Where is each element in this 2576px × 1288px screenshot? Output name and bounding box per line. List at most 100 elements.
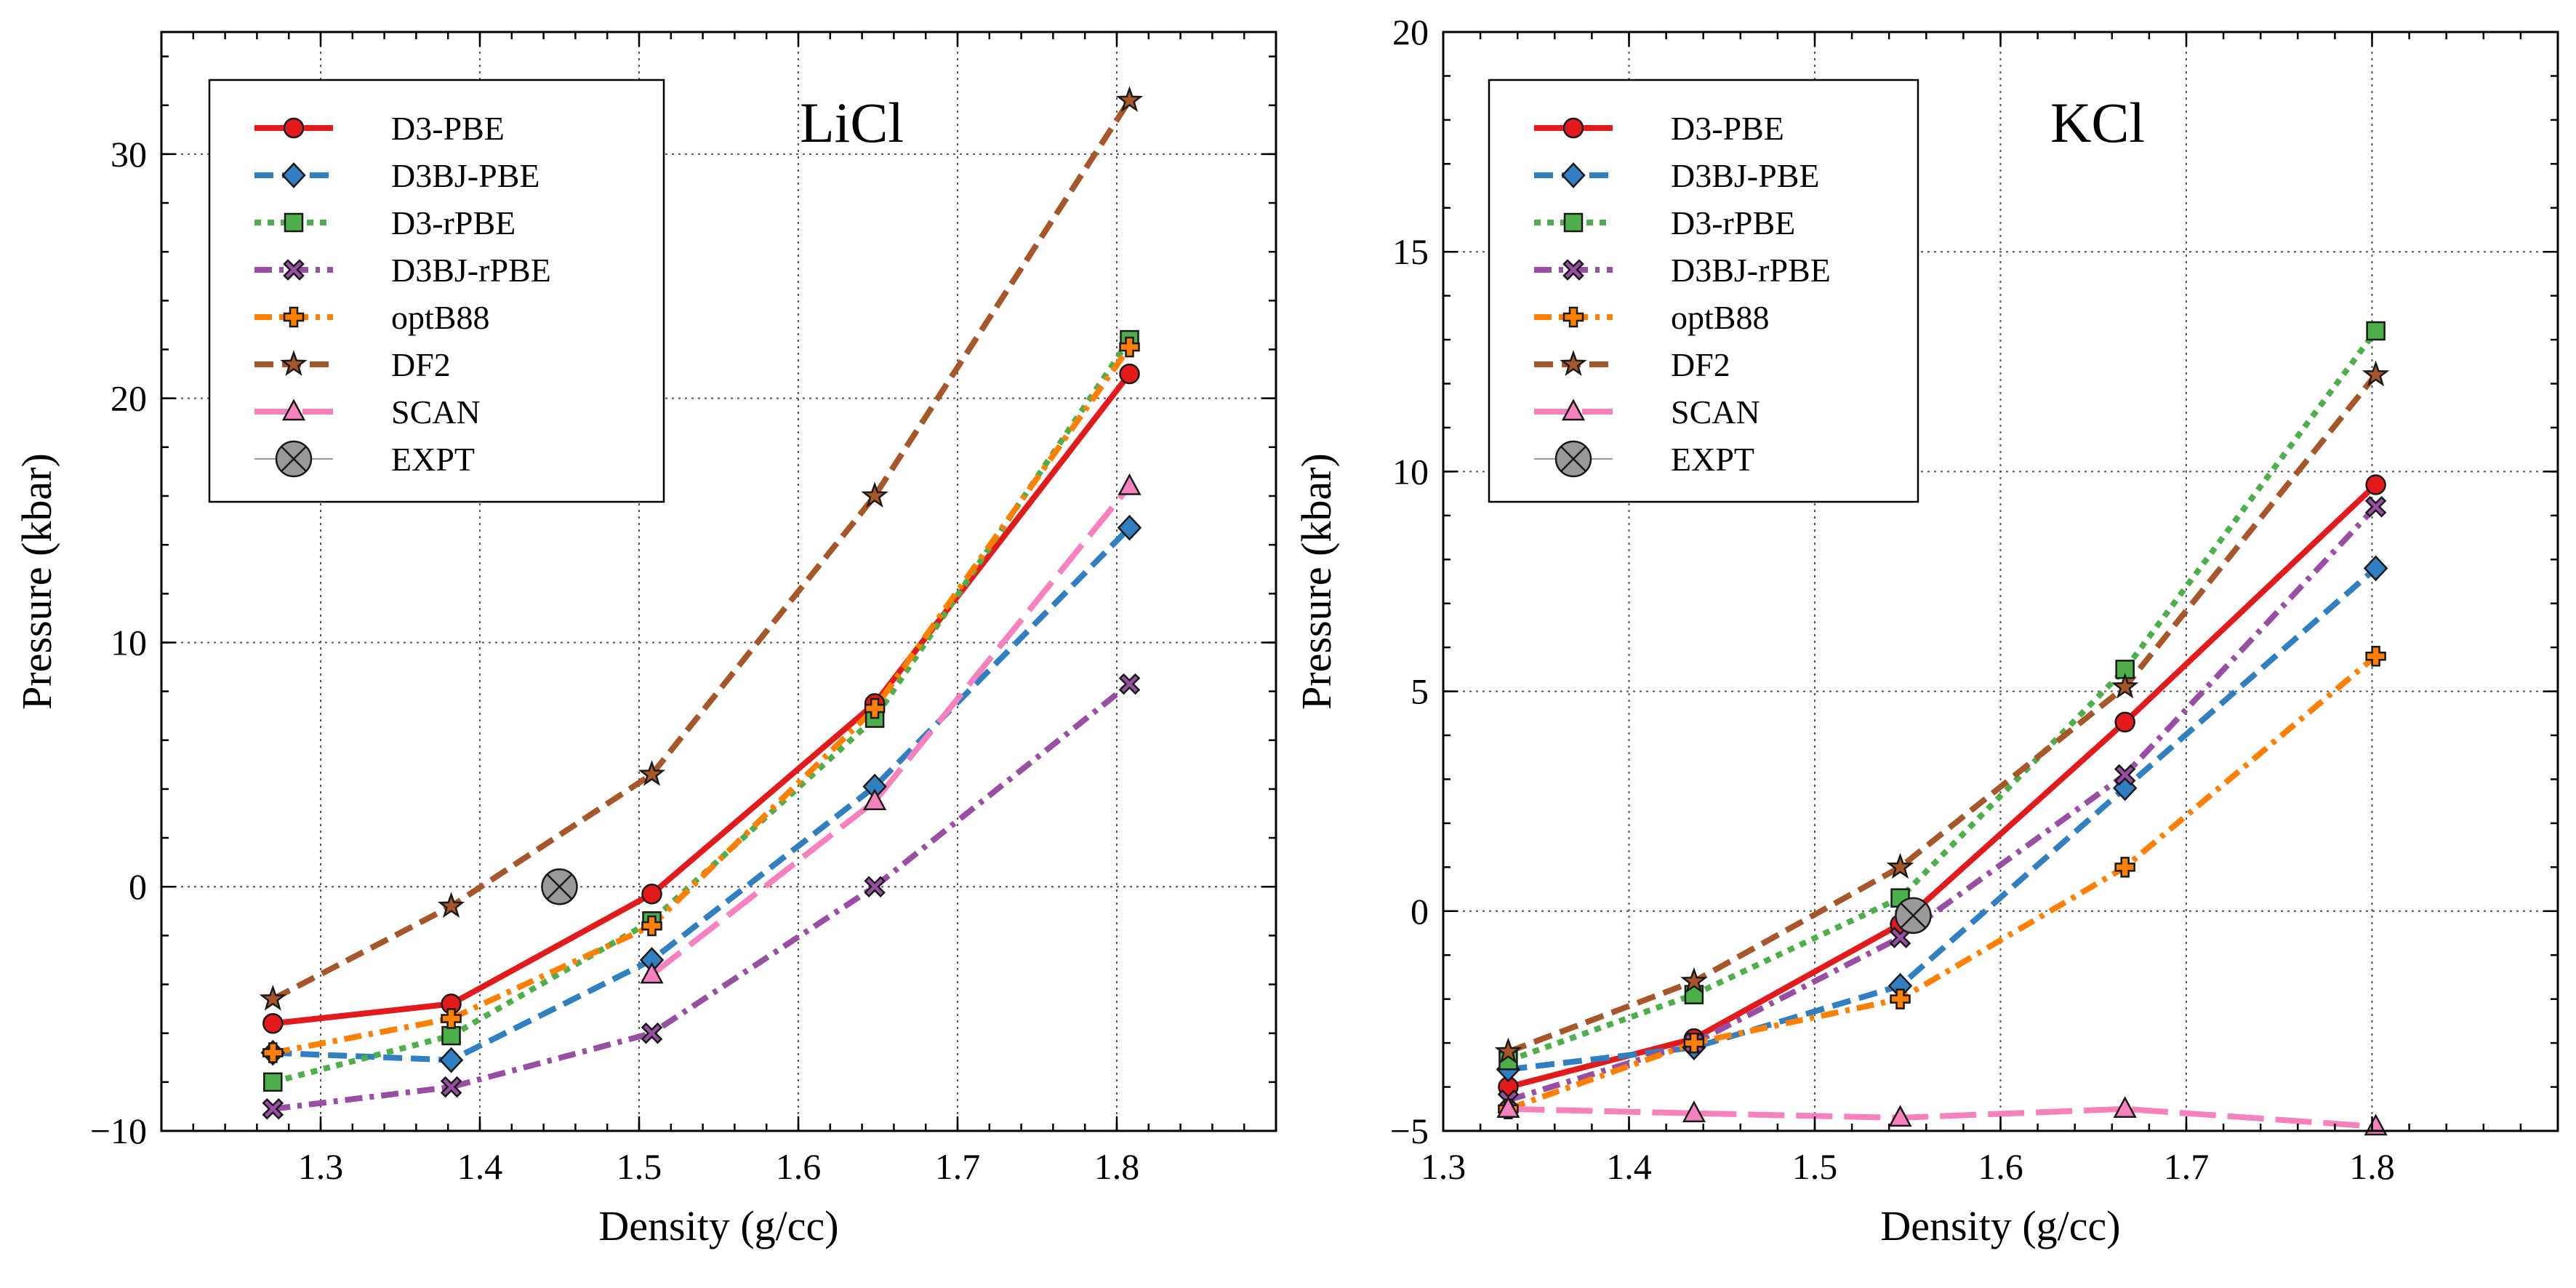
- legend-label: optB88: [391, 299, 489, 336]
- legend-label: D3BJ-rPBE: [391, 252, 551, 289]
- data-point-df2: [437, 892, 465, 918]
- data-point-d3bj-rpbe: [1889, 927, 1911, 948]
- grid: [161, 32, 1276, 1131]
- chart-panel-kcl: 1.3 1.4 1.5 1.6 1.7 1.8 −5 0 5 10 15 20 KCl Density…: [1293, 12, 2559, 1249]
- data-point-df2: [861, 481, 888, 508]
- data-point-scan: [2364, 1113, 2388, 1136]
- legend-item-optb88: optB88: [254, 299, 489, 336]
- legend-marker-optb88: [1562, 306, 1584, 328]
- legend-label: SCAN: [1671, 393, 1760, 431]
- legend-item-scan: SCAN: [254, 393, 481, 431]
- data-point-optb88: [1119, 336, 1140, 358]
- y-tick-label: 30: [111, 134, 147, 175]
- data-point-optb88: [262, 1042, 284, 1063]
- legend-marker-d3bj-pbe: [1561, 162, 1586, 188]
- legend-marker-optb88: [283, 306, 305, 328]
- y-tick-label: 10: [1392, 451, 1429, 492]
- data-point-d3-pbe: [641, 884, 662, 905]
- legend-marker-d3-pbe: [1562, 117, 1584, 139]
- data-point-d3bj-pbe: [438, 1047, 464, 1073]
- legend-label: D3BJ-PBE: [391, 157, 539, 194]
- x-tick-label: 1.8: [2349, 1146, 2395, 1187]
- data-point-optb88: [1890, 988, 1911, 1009]
- legend-item-expt: EXPT: [1534, 440, 1754, 478]
- legend-marker-d3bj-pbe: [281, 162, 306, 188]
- data-point-scan: [2113, 1096, 2137, 1119]
- legend-item-d3bj-pbe: D3BJ-PBE: [1534, 157, 1819, 194]
- data-point-df2: [1680, 967, 1708, 993]
- legend-marker-scan: [1561, 399, 1586, 421]
- data-point-d3bj-pbe: [1117, 514, 1142, 541]
- legend-label: DF2: [391, 346, 451, 383]
- data-point-scan: [1496, 1096, 1520, 1119]
- x-tick-label: 1.3: [1421, 1146, 1466, 1187]
- data-point-optb88: [864, 697, 886, 719]
- x-tick-label: 1.4: [1606, 1146, 1652, 1187]
- legend-label: D3BJ-PBE: [1671, 157, 1819, 194]
- legend-item-df2: DF2: [1534, 346, 1730, 383]
- legend: D3-PBE D3BJ-PBE D3-rPBE D3BJ-rPBE optB88 DF2 S…: [208, 79, 665, 503]
- legend-item-d3-pbe: D3-PBE: [254, 110, 505, 147]
- legend-label: EXPT: [391, 441, 475, 478]
- x-tick-label: 1.7: [935, 1146, 981, 1187]
- data-point-d3-rpbe: [441, 1025, 461, 1046]
- plot-frame: [160, 31, 1277, 1132]
- y-tick-label: 15: [1392, 231, 1429, 272]
- y-tick-label: 5: [1411, 671, 1429, 712]
- data-point-optb88: [2365, 645, 2386, 667]
- axis-ticks: 1.3 1.4 1.5 1.6 1.7 1.8 −10 0 10 20 30: [90, 32, 1277, 1187]
- x-tick-label: 1.6: [1978, 1146, 2023, 1187]
- chart-panel-licl: 1.3 1.4 1.5 1.6 1.7 1.8 −10 0 10 20 30 LiCl Densit…: [13, 31, 1277, 1249]
- data-point-optb88: [2114, 857, 2135, 878]
- data-point-df2: [1494, 1037, 1522, 1064]
- legend-item-scan: SCAN: [1534, 393, 1760, 431]
- data-point-d3bj-rpbe: [1118, 673, 1141, 695]
- data-point-df2: [1115, 86, 1144, 113]
- x-axis-label: Density (g/cc): [598, 1202, 838, 1249]
- y-tick-label: 20: [1392, 12, 1429, 52]
- data-point-d3-pbe: [2114, 711, 2135, 733]
- x-tick-label: 1.6: [776, 1146, 822, 1187]
- series-line-d3bj-rpbe: [272, 681, 1131, 1112]
- y-tick-label: 20: [111, 378, 147, 419]
- x-tick-label: 1.7: [2164, 1146, 2210, 1187]
- legend-label: D3BJ-rPBE: [1671, 252, 1831, 289]
- data-point-scan: [1682, 1100, 1706, 1123]
- data-point-df2: [259, 984, 287, 1011]
- data-point-d3-pbe: [2365, 474, 2386, 495]
- data-point-d3bj-rpbe: [440, 1076, 462, 1098]
- legend-label: SCAN: [391, 393, 481, 431]
- data-point-d3bj-pbe: [2363, 555, 2388, 582]
- legend-item-d3bj-rpbe: D3BJ-rPBE: [254, 252, 551, 289]
- data-point-d3bj-rpbe: [2114, 764, 2136, 786]
- legend-marker-d3-rpbe: [284, 212, 304, 233]
- x-tick-label: 1.5: [617, 1146, 662, 1187]
- y-tick-label: −10: [90, 1111, 147, 1151]
- legend-item-d3-rpbe: D3-rPBE: [254, 204, 515, 241]
- data-point-df2: [638, 760, 666, 786]
- data-point-expt: [541, 868, 578, 905]
- x-axis-label: Density (g/cc): [1880, 1202, 2120, 1249]
- series-group: [1494, 321, 2390, 1136]
- data-point-df2: [1886, 852, 1914, 879]
- legend-marker-df2: [280, 350, 308, 376]
- legend-item-expt: EXPT: [254, 440, 475, 478]
- legend-label: D3-rPBE: [1671, 204, 1795, 241]
- legend-label: D3-PBE: [1671, 110, 1784, 147]
- legend-item-df2: DF2: [254, 346, 451, 383]
- legend-item-optb88: optB88: [1534, 299, 1769, 336]
- y-tick-label: 0: [129, 866, 147, 907]
- y-axis-label: Pressure (kbar): [1293, 453, 1340, 710]
- chart-title: KCl: [2050, 91, 2145, 154]
- legend-marker-expt: [1554, 440, 1592, 478]
- legend-item-d3bj-rpbe: D3BJ-rPBE: [1534, 252, 1831, 289]
- y-tick-label: 0: [1411, 891, 1429, 932]
- legend: D3-PBE D3BJ-PBE D3-rPBE D3BJ-rPBE optB88 DF2 S…: [1488, 79, 1919, 503]
- data-point-scan: [863, 788, 887, 810]
- data-point-scan: [640, 961, 664, 984]
- data-point-df2: [2362, 360, 2390, 387]
- chart-title: LiCl: [800, 91, 904, 154]
- data-point-d3bj-rpbe: [2364, 495, 2387, 518]
- legend-marker-df2: [1560, 350, 1587, 376]
